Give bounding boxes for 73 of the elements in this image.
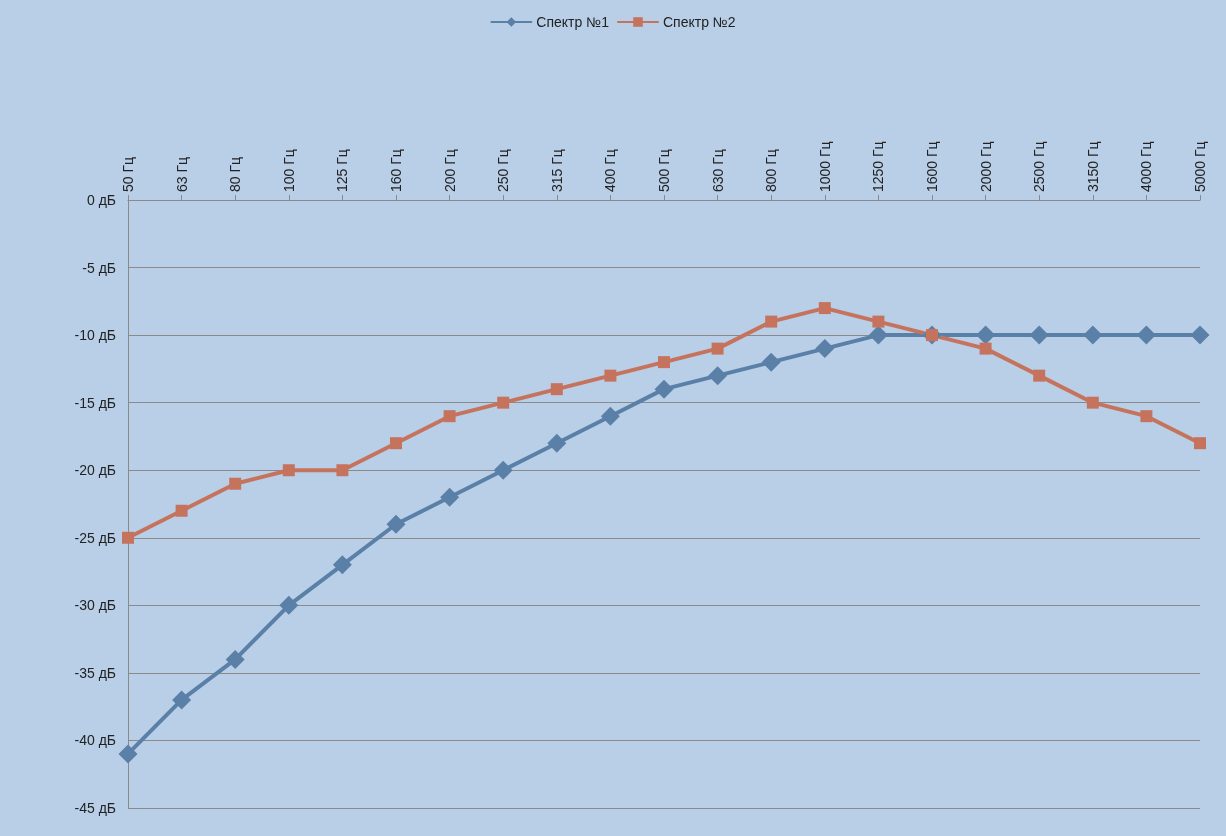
legend-label: Спектр №2 [663,14,736,30]
point [172,690,192,710]
point [118,744,138,764]
y-tick-label: -40 дБ [74,732,116,749]
point [708,366,728,386]
point [229,477,242,490]
point [443,410,456,423]
x-tick-label: 63 Гц [173,156,190,192]
point [547,433,567,453]
point [815,339,835,359]
x-tick-label: 80 Гц [227,156,244,192]
point [1190,325,1210,345]
x-tick-label: 100 Гц [280,149,297,192]
point [979,342,992,355]
point [386,514,406,534]
y-tick-label: -10 дБ [74,327,116,344]
x-tick-label: 800 Гц [763,149,780,192]
y-tick-label: 0 дБ [86,192,116,208]
y-tick-label: -30 дБ [74,597,116,614]
point [1194,437,1206,450]
point [765,315,778,328]
point [175,504,188,517]
point [1083,325,1103,345]
x-tick-label: 400 Гц [602,149,619,192]
point [336,464,349,477]
x-tick-label: 160 Гц [388,149,404,192]
x-tick-label: 1000 Гц [816,141,833,192]
y-tick-label: -35 дБ [74,664,116,681]
y-tick-label: -45 дБ [74,800,116,816]
point [604,369,617,382]
point [225,649,245,669]
x-tick-label: 200 Гц [441,149,458,192]
x-tick-label: 50 Гц [120,156,136,192]
y-tick-label: -5 дБ [82,259,116,276]
point [550,383,563,396]
x-tick-label: 5000 Гц [1192,141,1208,192]
x-tick-label: 4000 Гц [1138,141,1155,192]
x-tick-label: 125 Гц [334,149,351,192]
point [654,379,674,399]
point [658,356,670,369]
x-tick-label: 2500 Гц [1031,141,1048,192]
point [761,352,781,372]
y-tick-label: -15 дБ [74,394,116,411]
point [976,325,996,345]
point [493,460,513,480]
point [1086,396,1099,409]
point [600,406,620,426]
x-tick-label: 250 Гц [495,149,512,192]
x-tick-label: 500 Гц [656,149,672,192]
point [390,437,402,450]
legend-label: Спектр №1 [536,14,610,30]
x-tick-label: 1250 Гц [870,141,887,192]
y-tick-label: -25 дБ [74,529,116,546]
point [332,555,352,575]
point [122,531,134,544]
x-tick-label: 630 Гц [709,149,726,192]
point [711,342,724,355]
point [1033,369,1046,382]
x-tick-label: 1600 Гц [924,141,940,192]
point [868,325,888,345]
x-tick-label: 2000 Гц [977,141,994,192]
point [497,396,510,409]
x-tick-label: 315 Гц [548,149,565,192]
y-tick-label: -20 дБ [74,462,116,479]
point [282,464,295,477]
point [818,302,831,315]
point [279,595,299,615]
point [872,315,885,328]
point [1140,410,1153,423]
x-tick-label: 3150 Гц [1084,141,1101,192]
point [440,487,460,507]
point [1029,325,1049,345]
point [1136,325,1156,345]
